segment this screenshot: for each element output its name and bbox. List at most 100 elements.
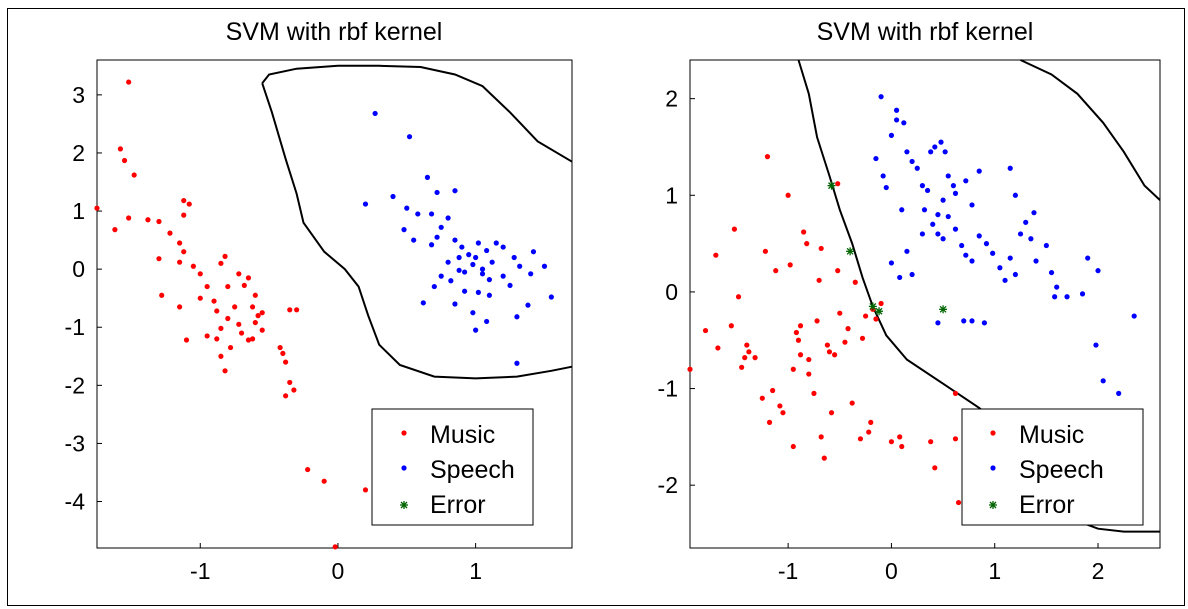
right-music-point — [811, 390, 817, 396]
right-legend: Music Speech Error — [961, 408, 1144, 526]
right-speech-point — [1054, 284, 1060, 290]
left-music-point — [190, 263, 196, 269]
right-speech-point — [959, 242, 965, 249]
right-legend-music-marker — [990, 430, 996, 436]
left-speech-point — [452, 188, 458, 194]
right-music-point — [952, 436, 959, 442]
left-music-point — [321, 478, 327, 484]
right-data-points — [687, 94, 1137, 506]
left-x-tick-label: -1 — [190, 558, 210, 584]
right-x-tick-label: 0 — [885, 558, 898, 584]
right-music-point — [868, 419, 874, 425]
left-y-tick-label: 0 — [72, 256, 85, 282]
right-speech-point — [1064, 294, 1070, 300]
left-speech-point — [517, 263, 523, 269]
right-speech-point — [935, 212, 941, 218]
right-speech-point — [899, 207, 905, 213]
right-legend-speech-label: Speech — [1019, 456, 1104, 484]
right-music-point — [821, 455, 827, 461]
left-speech-point — [462, 288, 468, 294]
right-music-point — [759, 395, 765, 401]
left-music-point — [294, 307, 300, 313]
left-legend-speech-marker — [401, 465, 407, 471]
left-x-tick-label: 1 — [469, 558, 482, 584]
right-music-point — [785, 192, 791, 198]
right-music-point — [731, 226, 738, 232]
left-legend-error-label: Error — [430, 491, 486, 519]
right-music-point — [713, 252, 719, 258]
right-music-point — [873, 316, 879, 322]
left-speech-point — [431, 283, 437, 290]
left-music-point — [159, 292, 165, 298]
right-music-point — [773, 268, 779, 274]
left-speech-point — [466, 252, 472, 258]
right-music-point — [878, 300, 884, 307]
left-speech-point — [415, 211, 421, 217]
right-speech-point — [1007, 255, 1013, 261]
right-y-tick-label: 1 — [665, 182, 678, 208]
left-speech-point — [548, 294, 554, 300]
right-boundary-curve — [1020, 59, 1161, 201]
left-decision-boundary — [261, 64, 573, 380]
left-legend-error-marker — [400, 501, 408, 509]
right-music-point — [764, 154, 771, 160]
left-music-point — [181, 212, 187, 218]
left-legend-box — [371, 408, 534, 526]
left-music-point — [259, 310, 265, 316]
right-y-tick-label: -1 — [658, 376, 678, 402]
left-speech-point — [500, 273, 506, 279]
left-speech-point — [511, 254, 517, 261]
left-speech-point — [470, 310, 476, 316]
right-speech-point — [969, 258, 975, 264]
right-music-point — [687, 366, 693, 372]
right-music-point — [828, 410, 835, 416]
right-speech-point — [888, 132, 895, 138]
left-speech-point — [479, 271, 486, 277]
right-speech-point — [1031, 210, 1037, 216]
right-speech-point — [1033, 258, 1039, 264]
right-speech-point — [990, 250, 996, 256]
left-music-point — [126, 79, 132, 85]
left-speech-point — [493, 240, 499, 246]
right-x-tick-label: 1 — [988, 558, 1001, 584]
left-x-tick-label: 0 — [332, 558, 345, 584]
right-error-point — [868, 302, 877, 311]
left-music-point — [252, 319, 258, 326]
left-music-point — [249, 304, 256, 310]
left-axis-ticks: -1 0 1 3 2 1 0 -1 -2 -3 -4 — [65, 82, 482, 584]
left-music-point — [197, 295, 203, 301]
right-music-point — [824, 342, 830, 348]
right-speech-point — [919, 231, 926, 237]
right-music-point — [832, 352, 838, 358]
right-music-point — [766, 419, 773, 425]
right-music-point — [777, 403, 783, 409]
right-speech-point — [976, 233, 982, 239]
right-speech-point — [878, 94, 884, 100]
left-legend-speech-label: Speech — [430, 456, 515, 484]
right-speech-point — [938, 139, 944, 145]
left-music-point — [287, 379, 293, 386]
left-music-point — [183, 337, 190, 343]
right-speech-point — [1023, 219, 1029, 225]
right-speech-point — [1116, 390, 1122, 396]
right-music-point — [955, 499, 962, 506]
right-speech-point — [1093, 342, 1099, 348]
right-speech-point — [1100, 378, 1106, 384]
left-music-point — [211, 298, 217, 304]
right-music-point — [932, 465, 938, 471]
left-speech-point — [514, 314, 520, 320]
right-music-point — [735, 294, 742, 300]
right-music-point — [845, 326, 851, 332]
right-legend-speech-marker — [990, 465, 996, 471]
left-music-point — [181, 249, 187, 255]
left-speech-point — [411, 237, 417, 243]
left-speech-point — [486, 277, 492, 283]
left-music-point — [232, 304, 238, 310]
left-speech-point — [541, 263, 548, 269]
right-speech-point — [983, 241, 990, 247]
right-speech-point — [1043, 242, 1049, 249]
right-music-point — [715, 345, 721, 351]
right-music-point — [899, 443, 905, 450]
left-speech-point — [390, 193, 396, 200]
